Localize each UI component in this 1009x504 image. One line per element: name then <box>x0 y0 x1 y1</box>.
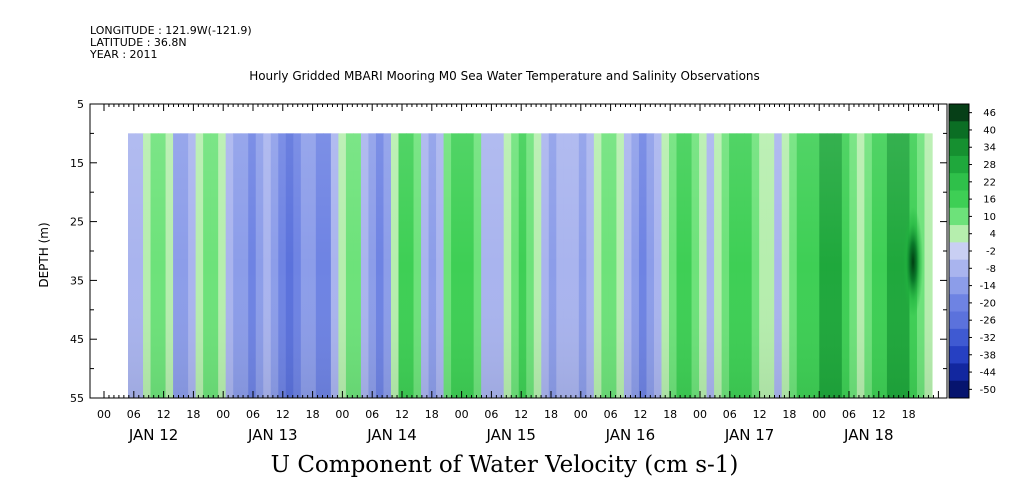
x-hour-label: 06 <box>723 408 737 421</box>
colorbar-swatch <box>949 311 969 330</box>
colorbar-label: 40 <box>983 125 996 136</box>
y-axis-ticks: 5 15 25 35 45 55 <box>70 98 947 405</box>
x-hour-label: 00 <box>455 408 469 421</box>
colorbar-label: 4 <box>990 229 996 240</box>
colorbar-label: -20 <box>980 298 996 309</box>
x-hour-label: 06 <box>842 408 856 421</box>
y-tick-label: 35 <box>70 274 84 287</box>
x-axis-title: U Component of Water Velocity (cm s-1) <box>270 452 739 478</box>
x-day-label: JAN 16 <box>605 426 656 444</box>
x-day-label: JAN 14 <box>366 426 417 444</box>
x-hour-label: 12 <box>633 408 647 421</box>
colorbar-label: -32 <box>980 333 996 344</box>
colorbar-label: 28 <box>983 160 996 171</box>
x-hour-label: 00 <box>812 408 826 421</box>
x-hour-label: 12 <box>514 408 528 421</box>
x-hour-label: 12 <box>753 408 767 421</box>
colorbar-swatch <box>949 173 969 191</box>
colorbar-swatch <box>949 138 969 157</box>
colorbar-swatch <box>949 190 969 209</box>
chart-title: Hourly Gridded MBARI Mooring M0 Sea Wate… <box>249 69 760 83</box>
x-axis-ticks: 00 06 12 18 00 06 12 18 00 06 12 18 00 06 12 18 00 06 12 18… <box>97 104 939 444</box>
colorbar-label: -26 <box>980 316 996 327</box>
x-hour-label: 18 <box>544 408 558 421</box>
y-tick-label: 55 <box>70 392 84 405</box>
x-day-label: JAN 17 <box>724 426 775 444</box>
x-hour-label: 06 <box>484 408 498 421</box>
x-hour-label: 12 <box>872 408 886 421</box>
y-tick-label: 45 <box>70 333 84 346</box>
x-hour-label: 00 <box>693 408 707 421</box>
y-tick-label: 5 <box>77 98 84 111</box>
x-hour-label: 12 <box>395 408 409 421</box>
depth-shading <box>128 134 932 398</box>
colorbar-swatch <box>949 276 969 295</box>
colorbar-swatch <box>949 155 969 174</box>
colorbar-label: -8 <box>986 264 996 275</box>
colorbar-label: 10 <box>983 212 996 223</box>
colorbar-swatch <box>949 104 969 122</box>
colorbar-label: -44 <box>980 368 996 379</box>
colorbar-swatch <box>949 121 969 140</box>
year-label: YEAR : 2011 <box>90 48 158 61</box>
x-hour-label: 18 <box>902 408 916 421</box>
colorbar-label: 46 <box>983 108 996 119</box>
colorbar-swatch <box>949 259 969 278</box>
x-day-label: JAN 18 <box>843 426 894 444</box>
x-hour-label: 00 <box>97 408 111 421</box>
x-hour-label: 18 <box>425 408 439 421</box>
x-hour-label: 00 <box>574 408 588 421</box>
strong-velocity-core <box>903 207 923 317</box>
x-hour-label: 12 <box>157 408 171 421</box>
colorbar-label: 16 <box>983 195 996 206</box>
colorbar: 46 40 34 28 22 16 10 4 -2 -8 -14 -20 -26 -32 -38 -44 -50 <box>948 103 996 399</box>
x-hour-label: 06 <box>604 408 618 421</box>
x-hour-label: 18 <box>186 408 200 421</box>
x-day-label: JAN 13 <box>247 426 298 444</box>
x-day-label: JAN 12 <box>128 426 179 444</box>
colorbar-swatch <box>949 346 969 364</box>
colorbar-swatch <box>949 363 969 382</box>
y-tick-label: 25 <box>70 216 84 229</box>
colorbar-swatch <box>949 242 969 261</box>
colorbar-label: 34 <box>983 143 996 154</box>
x-hour-label: 06 <box>365 408 379 421</box>
colorbar-swatch <box>949 225 969 243</box>
colorbar-swatch <box>949 207 969 226</box>
colorbar-swatch <box>949 380 969 399</box>
x-hour-label: 06 <box>127 408 141 421</box>
x-hour-label: 00 <box>216 408 230 421</box>
colorbar-swatch <box>949 328 969 347</box>
x-hour-label: 12 <box>276 408 290 421</box>
colorbar-label: 22 <box>983 177 996 188</box>
colorbar-swatch <box>949 294 969 313</box>
x-hour-label: 06 <box>246 408 260 421</box>
x-hour-label: 18 <box>663 408 677 421</box>
x-day-label: JAN 15 <box>485 426 536 444</box>
x-hour-label: 18 <box>306 408 320 421</box>
latitude-label: LATITUDE : 36.8N <box>90 36 187 49</box>
x-hour-label: 00 <box>335 408 349 421</box>
longitude-label: LONGITUDE : 121.9W(-121.9) <box>90 24 252 37</box>
x-hour-label: 18 <box>782 408 796 421</box>
y-tick-label: 15 <box>70 157 84 170</box>
colorbar-label: -2 <box>986 247 996 258</box>
colorbar-label: -14 <box>980 281 996 292</box>
colorbar-label: -38 <box>980 350 996 361</box>
colorbar-label: -50 <box>980 385 996 396</box>
